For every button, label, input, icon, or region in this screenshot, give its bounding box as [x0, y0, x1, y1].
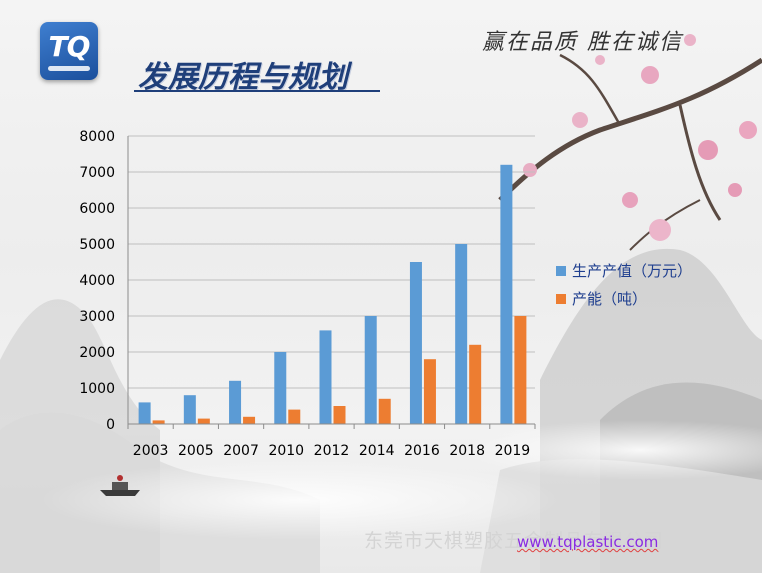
x-tick-label: 2012: [314, 443, 350, 459]
y-tick-label: 4000: [79, 273, 115, 289]
y-tick-label: 6000: [79, 201, 115, 217]
footer-company-name: 东莞市天棋塑胶五金制品有限公司: [364, 530, 665, 552]
logo-lettering: TQ: [48, 30, 91, 63]
x-tick-label: 2005: [178, 443, 214, 459]
x-tick-label: 2019: [495, 443, 531, 459]
bar-output-value-2016: [409, 262, 422, 424]
y-tick-label: 7000: [79, 165, 115, 181]
x-tick-label: 2018: [449, 443, 485, 459]
bar-output-value-2007: [229, 380, 242, 424]
bar-output-value-2019: [500, 164, 513, 425]
legend-label-output-value: 生产产值（万元）: [572, 262, 692, 280]
chart-legend: 生产产值（万元） 产能（吨）: [556, 262, 692, 308]
x-axis-tick-labels: 2003 2005 2007 2010 2012 2014 2016 2018 2019: [133, 443, 530, 459]
footer-website-link[interactable]: www.tqplastic.com: [517, 533, 659, 551]
legend-label-capacity: 产能（吨）: [572, 290, 647, 308]
bar-output-value-2003: [138, 402, 151, 424]
y-tick-label: 2000: [79, 345, 115, 361]
y-tick-label: 8000: [79, 129, 115, 145]
x-tick-label: 2016: [404, 443, 440, 459]
bar-output-value-2012: [319, 330, 332, 424]
bar-capacity-2014: [378, 398, 391, 424]
page-title: 发展历程与规划: [138, 60, 348, 95]
y-tick-label: 1000: [79, 381, 115, 397]
y-tick-label: 3000: [79, 309, 115, 325]
chart-axes: [127, 136, 536, 429]
bar-capacity-2005: [197, 418, 210, 424]
y-tick-label: 5000: [79, 237, 115, 253]
chart-bars: [138, 164, 527, 425]
x-tick-label: 2003: [133, 443, 169, 459]
y-tick-label: 0: [106, 417, 115, 433]
x-tick-label: 2007: [223, 443, 259, 459]
bar-capacity-2003: [152, 420, 165, 424]
bar-output-value-2018: [455, 244, 468, 424]
title-underline: [134, 90, 380, 92]
boat-illustration: [100, 475, 140, 496]
bar-capacity-2010: [288, 409, 301, 424]
bar-capacity-2016: [423, 359, 436, 424]
bar-capacity-2018: [469, 344, 482, 424]
company-logo: TQ: [40, 22, 98, 80]
legend-swatch-output-value: [556, 266, 566, 276]
logo-swoosh: [48, 66, 90, 71]
x-tick-label: 2014: [359, 443, 395, 459]
company-slogan: 赢在品质 胜在诚信: [482, 30, 683, 55]
bar-output-value-2010: [274, 352, 287, 424]
y-axis-tick-labels: 0 1000 2000 3000 4000 5000 6000 7000 8000: [79, 129, 115, 433]
x-tick-label: 2010: [268, 443, 304, 459]
bar-capacity-2007: [243, 416, 256, 424]
bar-output-value-2005: [183, 395, 196, 424]
bar-output-value-2014: [364, 316, 377, 424]
bar-capacity-2012: [333, 406, 346, 424]
legend-swatch-capacity: [556, 294, 566, 304]
bar-capacity-2019: [514, 316, 527, 424]
